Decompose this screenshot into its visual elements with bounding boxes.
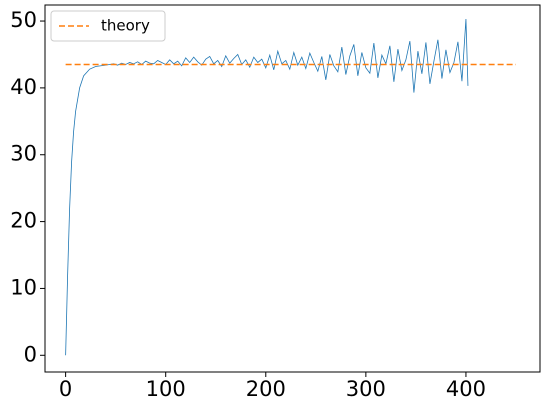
legend: theory <box>50 10 166 42</box>
plot-area <box>44 4 541 373</box>
y-tick-label: 0 <box>24 342 37 366</box>
y-tick-label: 50 <box>10 8 37 32</box>
x-tick-label: 300 <box>346 377 386 401</box>
legend-box <box>50 10 166 42</box>
y-tick-label: 10 <box>10 275 37 299</box>
x-tick-label: 400 <box>446 377 486 401</box>
y-tick-label: 30 <box>10 142 37 166</box>
legend-label: theory <box>101 17 150 35</box>
x-tick-label: 100 <box>146 377 186 401</box>
y-tick-label: 20 <box>10 209 37 233</box>
x-tick-label: 0 <box>59 377 72 401</box>
y-tick-label: 40 <box>10 75 37 99</box>
series-line <box>65 19 469 356</box>
x-tick-label: 200 <box>246 377 286 401</box>
